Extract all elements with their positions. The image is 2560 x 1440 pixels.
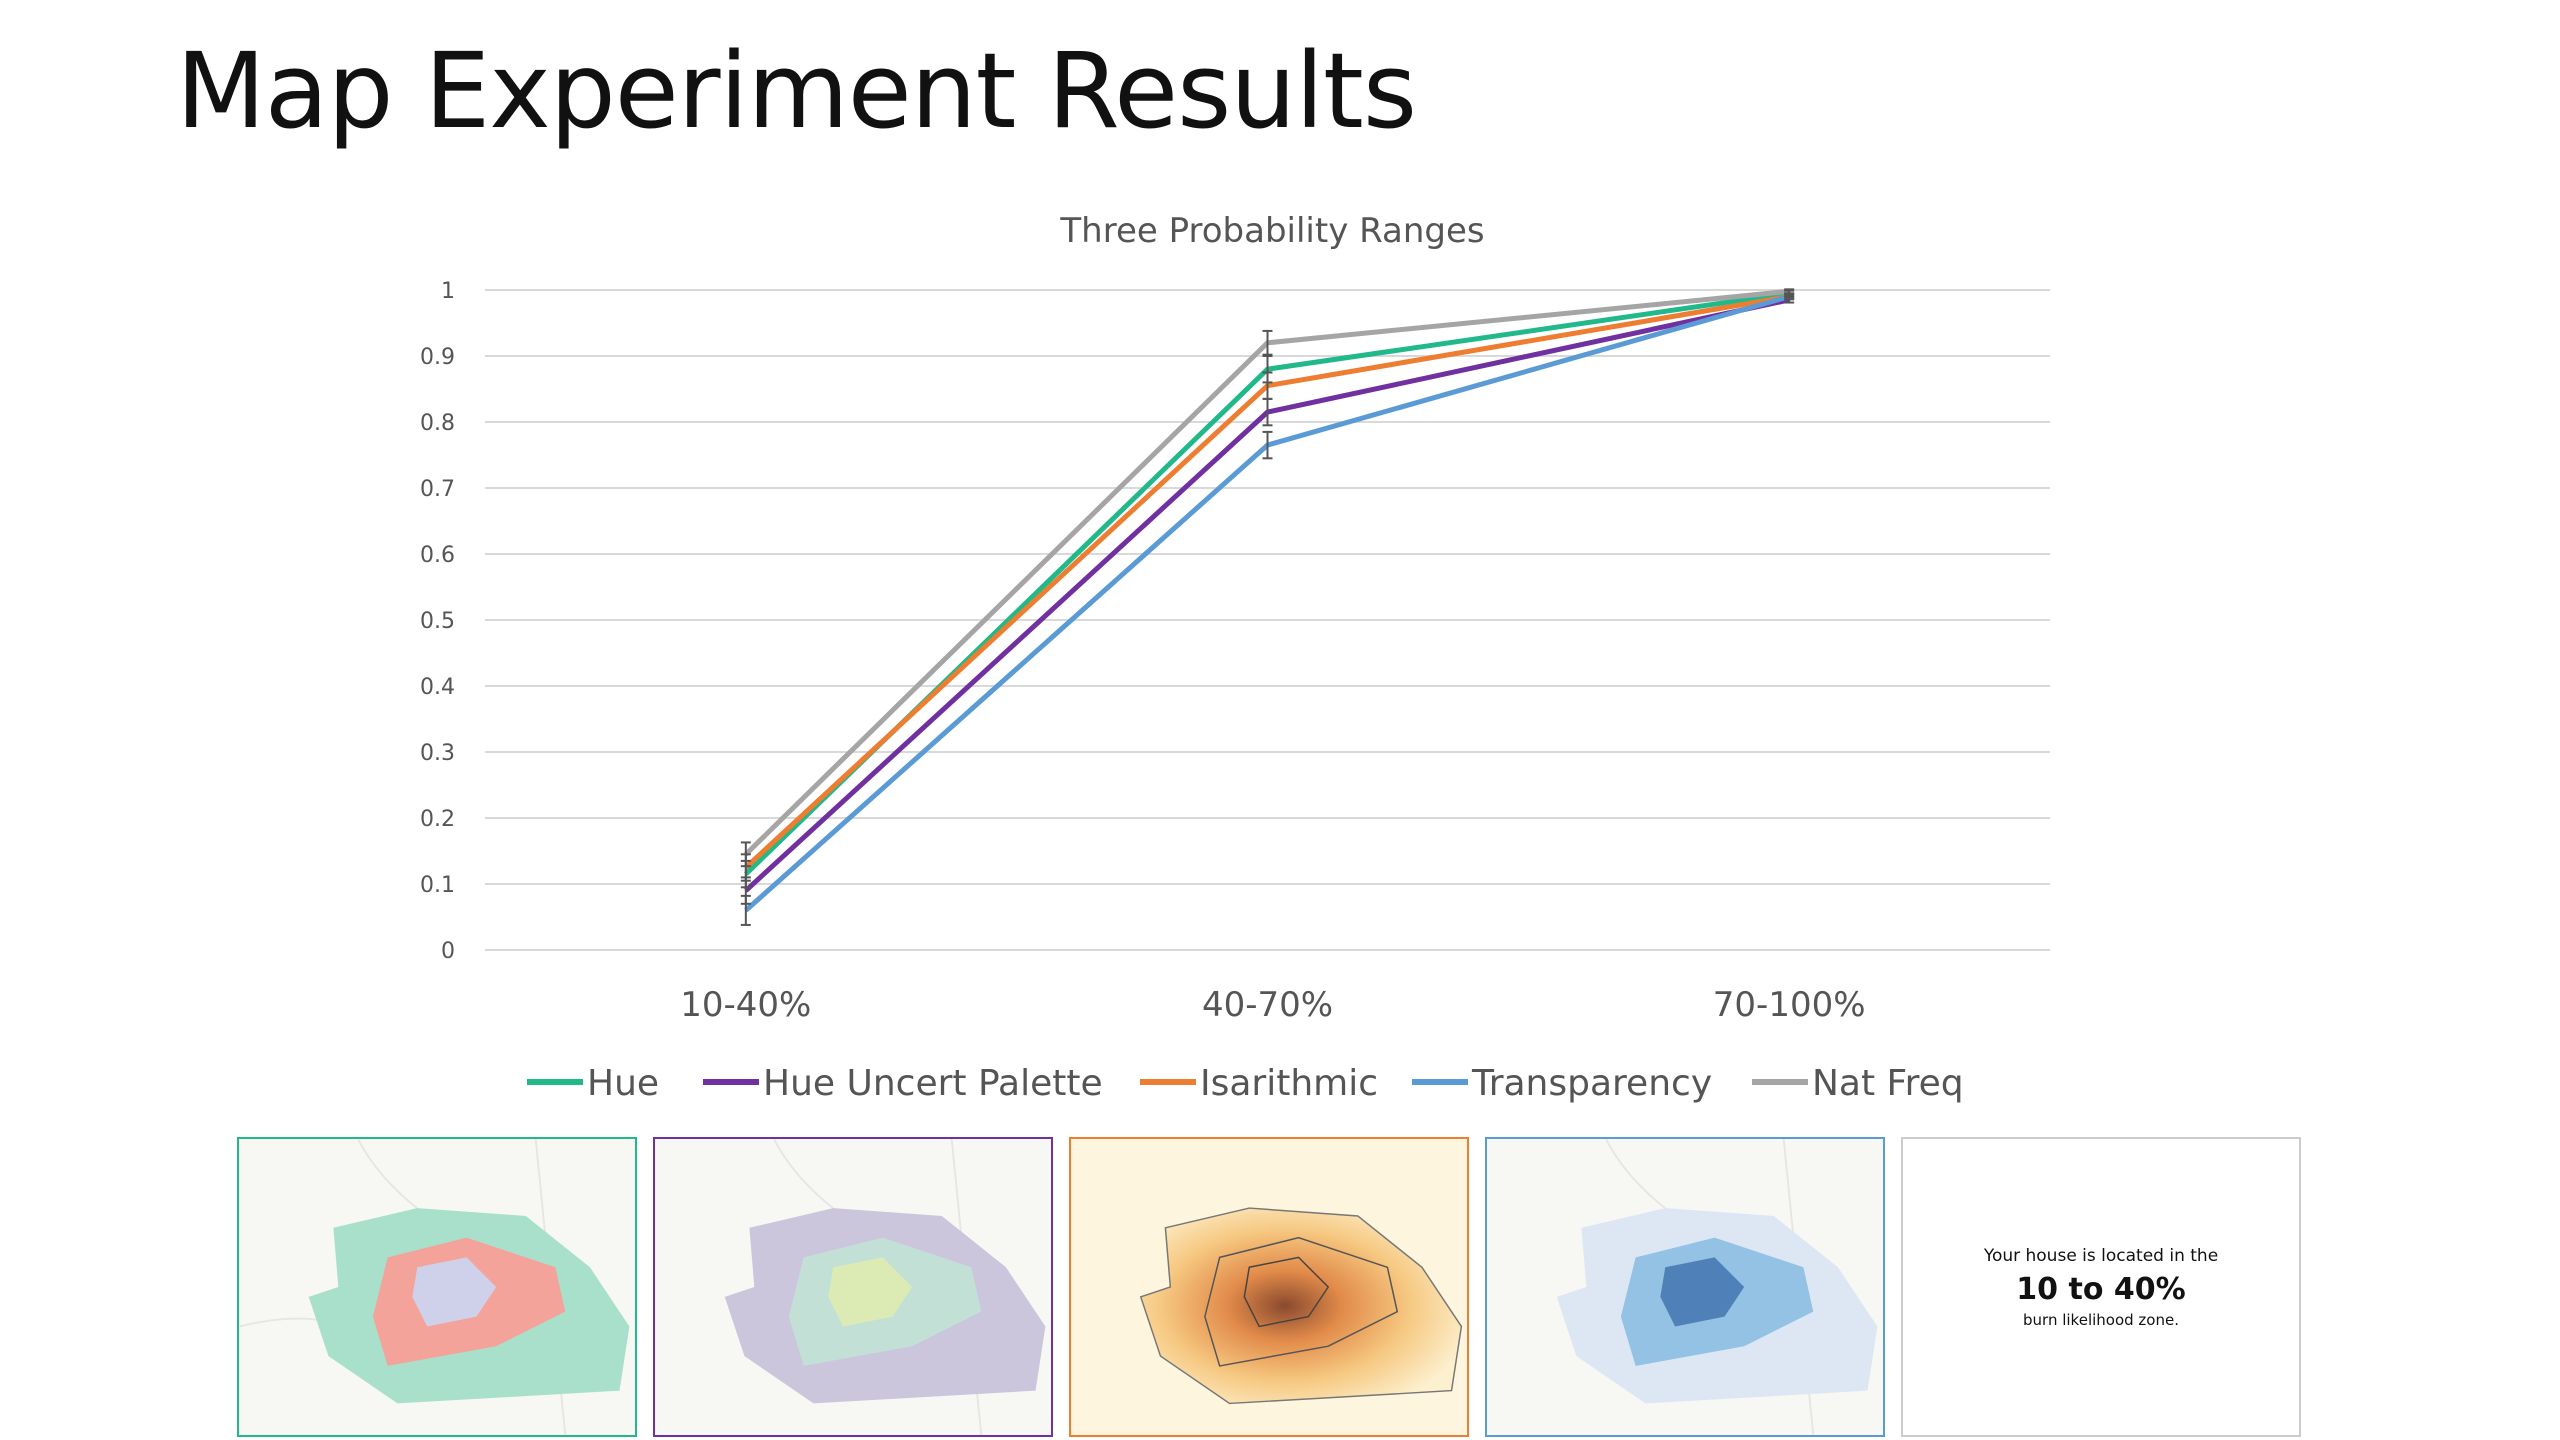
legend-label: Isarithmic: [1200, 1063, 1378, 1104]
slide-title: Map Experiment Results: [176, 30, 1417, 152]
legend-label: Nat Freq: [1812, 1063, 1964, 1104]
hue-map-image: [239, 1139, 630, 1435]
transparency-map-image: [1556, 1139, 1878, 1435]
legend-label: Hue: [587, 1063, 659, 1104]
y-tick-label: 0.4: [420, 675, 455, 700]
x-tick-label: 40-70%: [1202, 985, 1333, 1025]
chart-title: Three Probability Ranges: [1059, 211, 1484, 251]
nat-freq-text-line1: Your house is located in the: [1983, 1245, 2219, 1266]
transparency-map-panel: [1485, 1137, 1885, 1437]
x-tick-label: 70-100%: [1713, 985, 1866, 1025]
x-tick-label: 10-40%: [680, 985, 811, 1025]
y-tick-label: 0.5: [420, 609, 455, 634]
nat-freq-text-line3: burn likelihood zone.: [2023, 1310, 2179, 1329]
hue-map-panel: [237, 1137, 637, 1437]
y-tick-label: 0.7: [420, 477, 455, 502]
line-chart: Three Probability Ranges 0 0.1 0.2 0.3 0.4 0.5…: [420, 211, 2050, 1104]
isarithmic-map-image: [1139, 1207, 1463, 1405]
nat-freq-text-range: 10 to 40%: [2016, 1271, 2186, 1307]
y-tick-label: 0.8: [420, 411, 455, 436]
hue-uncert-palette-map-panel: [653, 1137, 1053, 1437]
y-tick-label: 0.3: [420, 741, 455, 766]
isarithmic-map-panel: [1069, 1137, 1469, 1437]
y-tick-label: 0: [441, 939, 455, 964]
legend-label: Hue Uncert Palette: [763, 1063, 1103, 1104]
y-tick-label: 0.9: [420, 345, 455, 370]
legend-label: Transparency: [1471, 1063, 1712, 1104]
hue-uncert-palette-map-image: [724, 1139, 1046, 1435]
y-tick-label: 0.6: [420, 543, 455, 568]
y-tick-label: 0.1: [420, 873, 455, 898]
nat-freq-text-panel: Your house is located in the 10 to 40% b…: [1901, 1137, 2301, 1437]
y-tick-label: 0.2: [420, 807, 455, 832]
y-tick-label: 1: [441, 279, 455, 304]
